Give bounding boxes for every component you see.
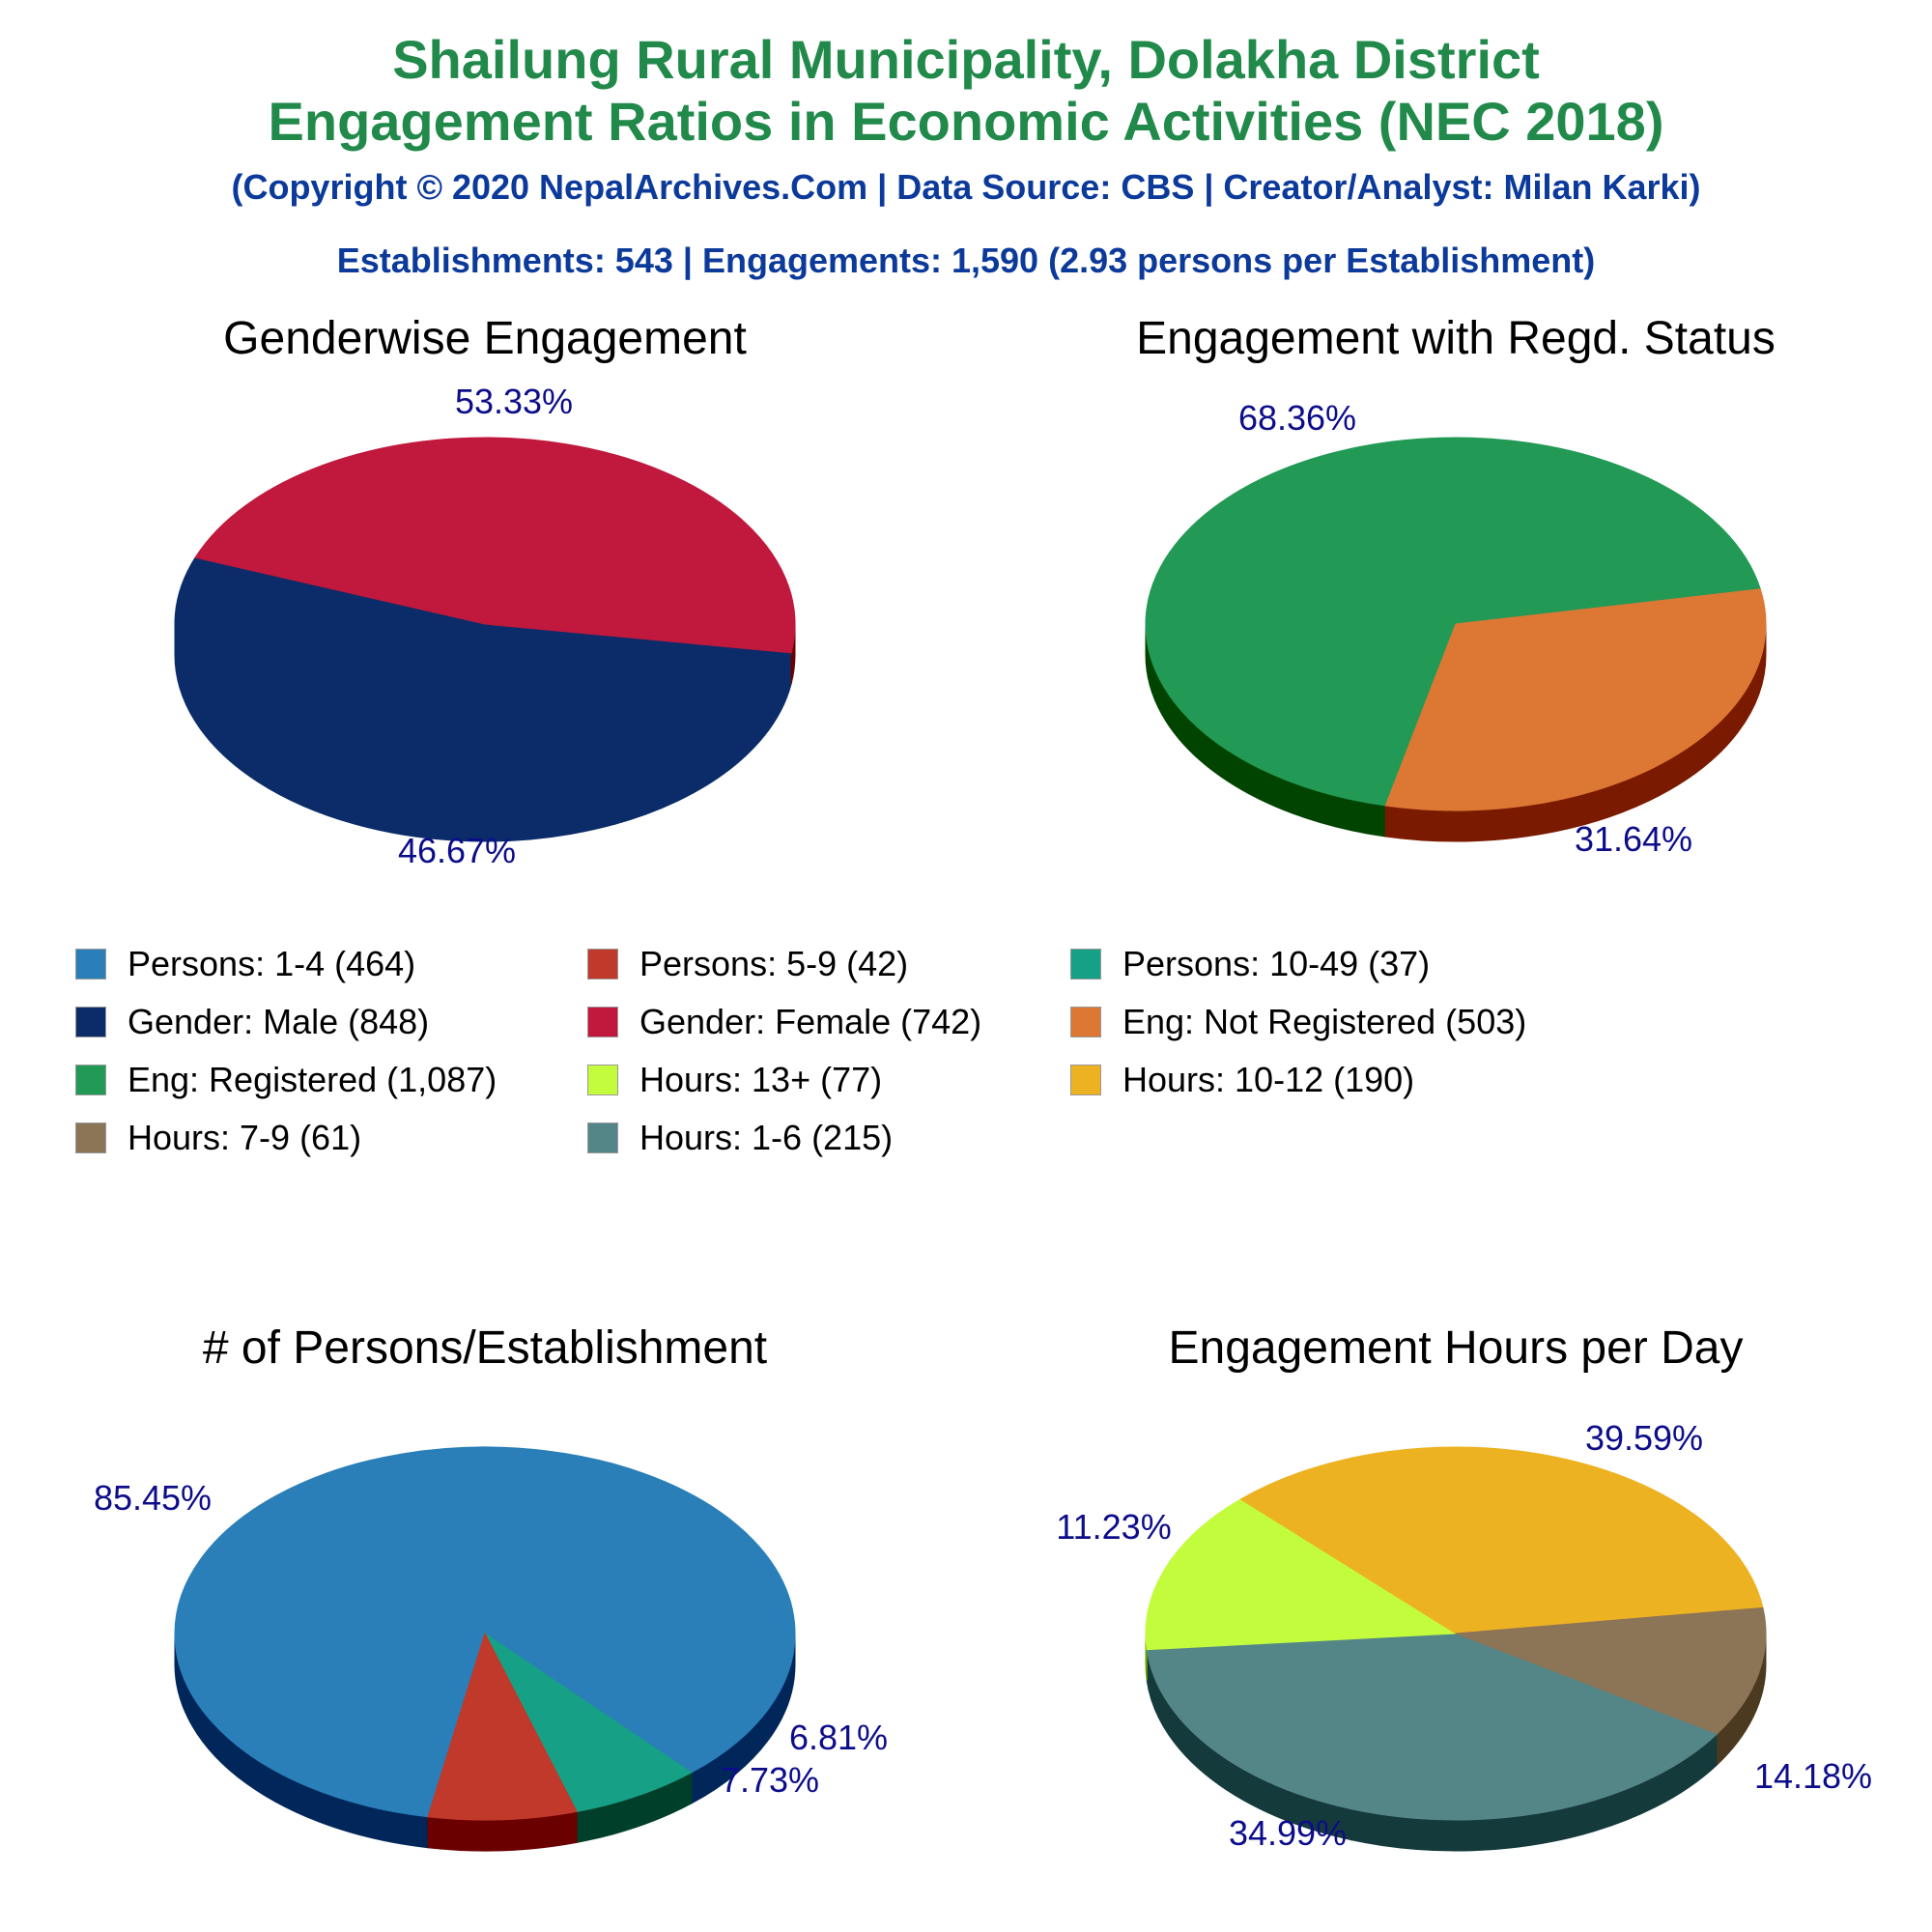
legend-label: Persons: 10-49 (37) (1122, 944, 1431, 983)
legend-item: Persons: 1-4 (464) (75, 941, 415, 987)
legend-label: Hours: 10-12 (190) (1122, 1060, 1415, 1099)
pie-chart: Genderwise Engagement 53.33% 46.67% (174, 313, 796, 870)
legend-item: Gender: Male (848) (75, 999, 429, 1045)
establishment-stats: Establishments: 543 | Engagements: 1,590… (336, 241, 1596, 280)
legend-item: Hours: 10-12 (190) (1070, 1057, 1414, 1103)
legend-swatch (1070, 949, 1101, 980)
pie-chart: Engagement with Regd. Status 68.36% 31.64% (1136, 313, 1776, 859)
pie-chart: Engagement Hours per Day 39.59% 14.18% 34.9… (1056, 1322, 1872, 1853)
legend-swatch (75, 1007, 106, 1037)
pie-percent-label: 53.33% (455, 382, 573, 421)
pie-slice (1455, 1606, 1767, 1735)
pie-chart-title: # of Persons/Establishment (203, 1322, 767, 1374)
pie-slice (1384, 588, 1767, 811)
legend-item: Persons: 10-49 (37) (1070, 941, 1430, 987)
legend-swatch (75, 1065, 106, 1095)
legend-swatch (587, 1007, 618, 1037)
pie-percent-label: 46.67% (398, 831, 516, 870)
pie-chart: # of Persons/Establishment 85.45% 6.81%7.7… (94, 1322, 888, 1852)
legend-swatch (1070, 1007, 1101, 1037)
pie-slice (1146, 1633, 1719, 1821)
pie-percent-label: 68.36% (1238, 398, 1356, 438)
legend-item: Hours: 13+ (77) (587, 1057, 882, 1103)
pie-chart-title: Genderwise Engagement (223, 313, 747, 364)
pie-percent-label: 31.64% (1575, 819, 1692, 859)
legend-item: Gender: Female (742) (587, 999, 981, 1045)
pie-chart-title: Engagement Hours per Day (1169, 1322, 1744, 1374)
legend-label: Hours: 13+ (77) (639, 1060, 883, 1099)
pie-percent-label: 14.18% (1754, 1756, 1872, 1796)
legend-label: Persons: 5-9 (42) (639, 944, 909, 983)
pie-slice (427, 1632, 578, 1821)
legend-label: Gender: Male (848) (128, 1002, 430, 1041)
pie-slice (194, 437, 796, 654)
pie-slice (1239, 1446, 1764, 1634)
legend-label: Persons: 1-4 (464) (128, 944, 416, 983)
pie-percent-label: 7.73% (721, 1760, 819, 1800)
pie-slice (1145, 437, 1761, 807)
legend-swatch (587, 949, 618, 980)
pie-slice (174, 1446, 796, 1818)
legend-item: Persons: 5-9 (42) (587, 941, 908, 987)
pie-percent-label: 85.45% (94, 1478, 212, 1518)
chart-title-line-2: Engagement Ratios in Economic Activities… (268, 91, 1664, 152)
legend-label: Eng: Not Registered (503) (1122, 1002, 1527, 1041)
pie-slice (484, 1633, 693, 1812)
legend-label: Hours: 7-9 (61) (128, 1118, 362, 1157)
legend-swatch (1070, 1065, 1101, 1095)
pie-chart-title: Engagement with Regd. Status (1136, 313, 1776, 364)
pie-side-walls (174, 1633, 796, 1852)
legend-item: Hours: 1-6 (215) (587, 1115, 893, 1161)
pie-percent-label: 39.59% (1585, 1418, 1703, 1458)
legend-label: Gender: Female (742) (639, 1002, 982, 1041)
chart-title-line-1: Shailung Rural Municipality, Dolakha Dis… (392, 29, 1540, 90)
legend-swatch (587, 1065, 618, 1095)
legend-item: Hours: 7-9 (61) (75, 1115, 361, 1161)
pie-slice (174, 556, 792, 811)
copyright-subtitle: (Copyright © 2020 NepalArchives.Com | Da… (231, 167, 1701, 207)
legend-item: Eng: Registered (1,087) (75, 1057, 497, 1103)
legend-swatch (75, 949, 106, 980)
legend-swatch (587, 1122, 618, 1153)
legend-label: Hours: 1-6 (215) (639, 1118, 894, 1157)
pie-percent-label: 6.81% (789, 1718, 888, 1757)
legend-item: Eng: Not Registered (503) (1070, 999, 1526, 1045)
pie-percent-label: 34.99% (1229, 1813, 1347, 1853)
pie-slice (1145, 1498, 1458, 1651)
legend-swatch (75, 1122, 106, 1153)
legend-label: Eng: Registered (1,087) (128, 1060, 497, 1099)
pie-percent-label: 11.23% (1056, 1507, 1171, 1547)
